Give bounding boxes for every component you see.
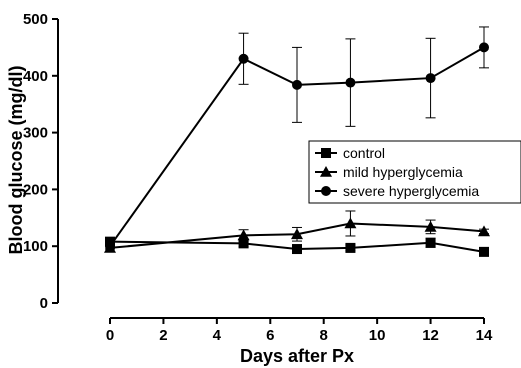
legend-label: severe hyperglycemia [343, 183, 479, 199]
y-tick-label: 100 [23, 238, 48, 255]
data-point [424, 220, 437, 232]
data-point [345, 242, 356, 253]
x-tick-label: 2 [159, 327, 167, 344]
legend-label: control [343, 145, 385, 161]
data-point [345, 77, 356, 88]
y-tick-label: 500 [23, 11, 48, 28]
data-point [479, 246, 489, 257]
legend-label: mild hyperglycemia [343, 164, 463, 180]
x-tick-label: 4 [213, 327, 222, 344]
data-point [344, 217, 357, 229]
data-point [105, 241, 115, 252]
series-layer [104, 26, 490, 257]
data-point [478, 225, 490, 237]
y-tick-label: 400 [23, 68, 48, 85]
x-tick-label: 0 [106, 327, 114, 344]
data-point [425, 237, 436, 248]
data-point [291, 228, 303, 240]
data-point [479, 42, 489, 53]
y-tick-label: 0 [40, 295, 48, 312]
axes: 0 100 200 300 400 500 0 2 4 6 8 10 12 14 [23, 11, 493, 344]
x-tick-label: 14 [476, 327, 493, 344]
y-axis-title: Blood glucose (mg/dl) [6, 66, 26, 255]
data-point [237, 229, 250, 241]
data-point [292, 244, 302, 255]
legend-box [308, 140, 521, 204]
legend-marker [321, 148, 331, 158]
series-line [109, 240, 485, 253]
series-circle [105, 26, 489, 252]
x-tick-label: 12 [422, 327, 439, 344]
data-point [238, 238, 249, 249]
data-point [425, 73, 436, 84]
series-line [109, 222, 485, 249]
x-axis-title: Days after Px [240, 346, 354, 366]
series-line [109, 46, 485, 247]
x-tick-label: 8 [320, 327, 328, 344]
series-square [105, 236, 489, 257]
legend: control mild hyperglycemia severe hypergly… [308, 140, 521, 204]
x-tick-label: 6 [266, 327, 274, 344]
y-tick-label: 300 [23, 125, 48, 142]
series-triangle [104, 210, 490, 253]
legend-marker [320, 166, 332, 177]
x-tick-label: 10 [369, 327, 386, 344]
y-tick-label: 200 [23, 181, 48, 198]
data-point [292, 79, 302, 90]
data-point [238, 53, 249, 64]
legend-marker [321, 186, 331, 196]
